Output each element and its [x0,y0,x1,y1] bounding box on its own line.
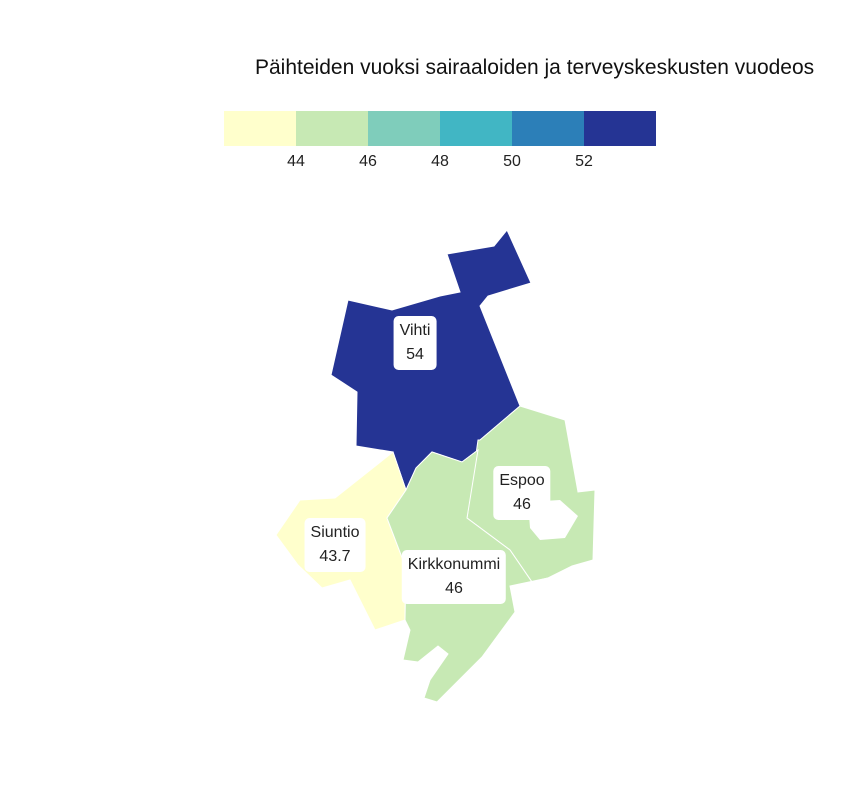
legend-swatch-6 [584,111,656,146]
legend-tick: 44 [287,153,305,170]
legend-tick: 46 [359,153,377,170]
region-name: Siuntio [310,524,360,541]
legend-tick: 52 [575,153,593,170]
legend-tick: 50 [503,153,521,170]
region-value: 43.7 [319,548,351,565]
legend-tick: 48 [431,153,449,170]
legend-swatch-1 [224,111,296,146]
region-name: Kirkkonummi [407,556,501,573]
legend-swatch-5 [512,111,584,146]
legend-swatch-2 [296,111,368,146]
region-label-vihti: Vihti 54 [393,316,437,370]
map-title: Päihteiden vuoksi sairaaloiden ja tervey… [255,56,815,79]
region-label-siuntio: Siuntio 43.7 [304,518,366,572]
region-label-kirkkonummi: Kirkkonummi 46 [401,550,507,604]
region-name: Vihti [399,322,431,339]
legend-swatch-4 [440,111,512,146]
region-label-espoo: Espoo 46 [493,466,551,520]
region-value: 46 [513,496,531,513]
region-value: 54 [406,346,424,363]
region-value: 46 [445,580,463,597]
region-name: Espoo [499,472,545,489]
legend-swatch-3 [368,111,440,146]
color-legend: 44 46 48 50 52 [224,111,656,183]
